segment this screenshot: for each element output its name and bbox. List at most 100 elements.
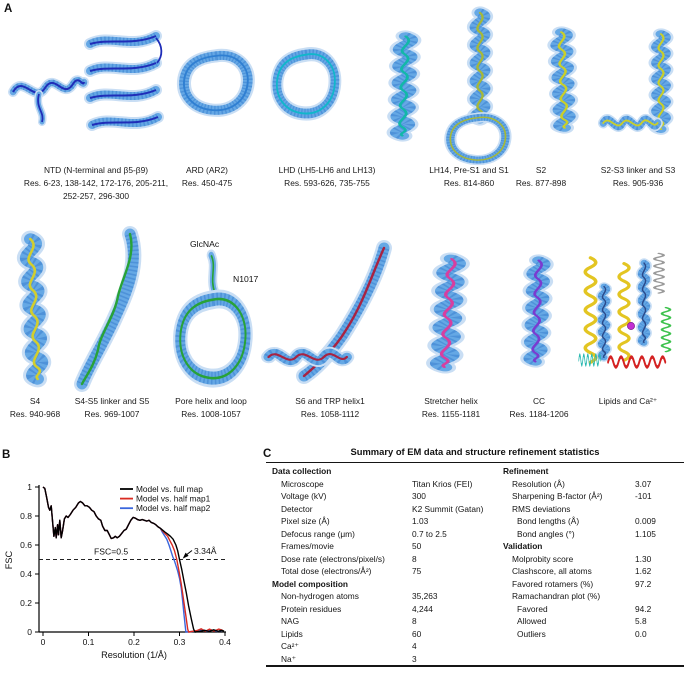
caption-lipids-ca: Lipids and Ca²⁺ <box>598 396 658 406</box>
table-row: Outliers 0.0 <box>503 628 683 641</box>
table-row: Frames/movie 50 <box>272 540 500 553</box>
table-cell-value: Titan Krios (FEI) <box>412 478 473 489</box>
table-cell-label: Sharpening B-factor (Å²) <box>512 491 603 501</box>
caption-s2-s3: S2-S3 linker and S3 Res. 905-936 <box>600 165 676 189</box>
table-row: Na⁺ 3 <box>272 653 500 666</box>
table-row: Protein residues 4,244 <box>272 603 500 616</box>
caption-lh14: LH14, Pre-S1 and S1 Res. 814-860 <box>429 165 509 189</box>
table-row: Model composition <box>272 578 500 591</box>
table-cell-label: Clashscore, all atoms <box>512 566 592 576</box>
caption-ntd: NTD (N-terminal and β5-β9) Res. 6-23, 13… <box>23 165 169 201</box>
caption-s4: S4 Res. 940-968 <box>9 396 61 420</box>
table-cell-value: 1.105 <box>635 528 656 539</box>
table-row: Molprobity score 1.30 <box>503 553 683 566</box>
caption-pore-helix: Pore helix and loop Res. 1008-1057 <box>175 396 247 420</box>
legend-label: Model vs. half map2 <box>136 503 211 513</box>
table-row: Defocus range (μm) 0.7 to 2.5 <box>272 528 500 541</box>
table-cell-label: Validation <box>503 541 543 551</box>
s6-trp-density <box>262 240 414 392</box>
panel-b-label: B <box>2 449 11 461</box>
table-cell-label: Favored <box>517 603 548 614</box>
table-cell-label: Dose rate (electrons/pixel/s) <box>281 553 385 564</box>
cc-density <box>512 253 562 369</box>
table-cell-label: Lipids <box>281 628 303 639</box>
ntd-sheet-density <box>84 26 164 144</box>
calcium-ion <box>627 322 635 330</box>
table-title: Summary of EM data and structure refinem… <box>350 446 600 457</box>
table-row: RMS deviations <box>503 503 683 516</box>
table-cell-label: Ramachandran plot (%) <box>512 591 601 601</box>
legend-label: Model vs. half map1 <box>136 494 211 504</box>
x-axis-label: Resolution (1/Å) <box>101 650 167 660</box>
table-cell-value: 3 <box>412 653 417 664</box>
caption-s4-s5: S4-S5 linker and S5 Res. 969-1007 <box>74 396 150 420</box>
table-row: Sharpening B-factor (Å²) -101 <box>503 490 683 503</box>
table-cell-label: Total dose (electrons/Å²) <box>281 566 372 576</box>
table-cell-value: 300 <box>412 491 426 501</box>
table-cell-label: Favored rotamers (%) <box>512 578 594 589</box>
table-cell-value: 1.62 <box>635 566 652 576</box>
s4-density <box>8 229 60 389</box>
table-cell-label: RMS deviations <box>512 503 571 514</box>
table-cell-value: 0.0 <box>635 628 647 639</box>
table-cell-label: Allowed <box>517 616 547 626</box>
table-cell-label: Bond angles (°) <box>517 528 575 539</box>
caption-s2: S2 Res. 877-898 <box>515 165 567 189</box>
table-cell-value: 75 <box>412 566 422 576</box>
ard-density <box>172 46 260 120</box>
table-cell-label: Model composition <box>272 578 349 589</box>
table-row: Bond angles (°) 1.105 <box>503 528 683 541</box>
table-row: Favored 94.2 <box>503 603 683 616</box>
table-cell-value: 8 <box>412 616 417 626</box>
table-cell-label: Non-hydrogen atoms <box>281 591 359 601</box>
table-cell-value: 50 <box>412 541 422 551</box>
table-cell-value: 0.009 <box>635 516 656 526</box>
table-cell-value: 4 <box>412 641 417 651</box>
table-row: Ca²⁺ 4 <box>272 640 500 653</box>
svg-text:0.2: 0.2 <box>128 637 140 647</box>
annotation-arrowhead <box>182 552 189 559</box>
table-row: Total dose (electrons/Å²) 75 <box>272 565 500 578</box>
legend-label: Model vs. full map <box>136 484 203 494</box>
svg-text:0.3: 0.3 <box>174 637 186 647</box>
lipids-ca-figure <box>576 251 682 376</box>
ntd-strand-density <box>8 50 89 128</box>
s2-s3-density <box>600 26 682 148</box>
table-cell-label: Voltage (kV) <box>281 491 327 501</box>
fsc-curve <box>42 486 225 633</box>
table-cell-label: Protein residues <box>281 603 342 614</box>
lhd-helix-density <box>378 29 430 143</box>
table-row: Favored rotamers (%) 97.2 <box>503 578 683 591</box>
table-row: Pixel size (Å) 1.03 <box>272 515 500 528</box>
resolution-annotation: 3.34Å <box>194 546 217 556</box>
table-cell-value: 35,263 <box>412 591 438 601</box>
table-row: Data collection <box>272 465 500 478</box>
table-cell-value: -101 <box>635 491 652 501</box>
table-cell-label: Defocus range (μm) <box>281 528 355 539</box>
caption-ard: ARD (AR2) Res. 450-475 <box>181 165 233 189</box>
pore-helix-density <box>168 246 258 390</box>
panel-c-label: C <box>263 448 272 460</box>
table-cell-value: 97.2 <box>635 578 652 589</box>
table-row: Microscope Titan Krios (FEI) <box>272 478 500 491</box>
table-cell-label: Resolution (Å) <box>512 478 565 489</box>
y-axis-label: FSC <box>4 550 14 569</box>
table-row: Resolution (Å) 3.07 <box>503 478 683 491</box>
table-cell-label: Bond lengths (Å) <box>517 516 580 526</box>
table-top-rule <box>266 462 684 463</box>
fsc-threshold-label: FSC=0.5 <box>94 547 128 557</box>
table-cell-label: Ca²⁺ <box>281 641 299 651</box>
svg-text:0: 0 <box>27 627 32 637</box>
table-cell-value: 1.30 <box>635 553 652 564</box>
table-cell-label: Na⁺ <box>281 653 297 664</box>
table-cell-label: Data collection <box>272 466 332 476</box>
svg-text:0: 0 <box>41 637 46 647</box>
table-row: Dose rate (electrons/pixel/s) 8 <box>272 553 500 566</box>
table-row: Voltage (kV) 300 <box>272 490 500 503</box>
lh14-pres1-s1-density <box>436 6 520 172</box>
table-row: Non-hydrogen atoms 35,263 <box>272 590 500 603</box>
table-row: Detector K2 Summit (Gatan) <box>272 503 500 516</box>
table-row: Refinement <box>503 465 683 478</box>
table-row: NAG 8 <box>272 615 500 628</box>
em-statistics-table: Summary of EM data and structure refinem… <box>266 446 684 667</box>
